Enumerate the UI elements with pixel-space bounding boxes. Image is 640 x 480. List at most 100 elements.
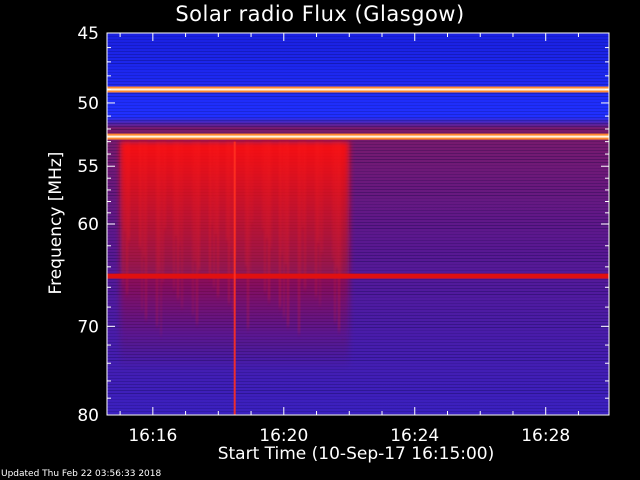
spectrogram-stripe [107, 153, 609, 154]
burst-filament [228, 141, 231, 304]
spectrogram-stripe [107, 306, 609, 307]
spectrogram-stripe [107, 330, 609, 331]
spectrogram-stripe [107, 225, 609, 226]
spectrogram-stripe [107, 174, 609, 175]
burst-filament [270, 141, 273, 248]
burst-filament [173, 141, 176, 290]
burst-filament [268, 141, 271, 301]
burst-filament [143, 141, 146, 257]
spectrogram-stripe [107, 402, 609, 403]
burst-filament [300, 141, 303, 280]
spectrogram-stripe [107, 267, 609, 268]
spectrogram-stripe [107, 210, 609, 211]
spectrogram-stripe [107, 183, 609, 184]
burst-filament [264, 141, 267, 292]
burst-filament [179, 141, 182, 246]
spectrogram-stripe [107, 207, 609, 208]
spectrogram-stripe [107, 123, 609, 124]
spectrogram-stripe [107, 144, 609, 145]
spectrogram-stripe [107, 99, 609, 100]
burst-filament [120, 141, 123, 223]
spectrogram-stripe [107, 165, 609, 166]
burst-filament [251, 141, 254, 223]
burst-filament [124, 141, 127, 232]
spectrogram-stripe [107, 363, 609, 364]
burst-filament [230, 141, 233, 250]
spectrogram-stripe [107, 261, 609, 262]
spectrogram-stripe [107, 192, 609, 193]
spectrogram-stripe [107, 312, 609, 313]
burst-filament [317, 141, 320, 244]
spectrogram-stripe [107, 180, 609, 181]
burst-filament [266, 141, 269, 239]
burst-filament [338, 141, 341, 331]
burst-filament [162, 141, 165, 283]
spectrogram-stripe [107, 303, 609, 304]
spectrogram-stripe [107, 291, 609, 292]
spectrogram-stripe [107, 264, 609, 265]
burst-filament [145, 141, 148, 320]
vertical-spike [233, 141, 236, 416]
burst-filament [139, 141, 142, 248]
y-tick-label: 50 [77, 94, 99, 114]
spectrogram-stripe [107, 273, 609, 274]
spectrogram-stripe [107, 108, 609, 109]
spectrogram-stripe [107, 297, 609, 298]
burst-filament [126, 141, 129, 294]
burst-filament [213, 141, 216, 287]
spectrogram-stripe [107, 285, 609, 286]
spectrogram-stripe [107, 156, 609, 157]
spectrogram-stripe [107, 93, 609, 94]
spectrogram-stripe [107, 351, 609, 352]
spectrogram-stripe [107, 141, 609, 142]
spectrogram-stripe [107, 309, 609, 310]
spectrogram-stripe [107, 246, 609, 247]
spectrogram-stripe [107, 321, 609, 322]
burst-filament [181, 141, 184, 308]
burst-filament [164, 141, 167, 230]
burst-filament [211, 141, 214, 225]
burst-filament [160, 141, 163, 336]
spectrogram-stripe [107, 96, 609, 97]
spectrogram-stripe [107, 243, 609, 244]
spectrogram-stripe [107, 213, 609, 214]
spectrogram-stripe [107, 366, 609, 367]
burst-filament [332, 141, 335, 260]
burst-filament [334, 141, 337, 322]
spectrogram-stripe [107, 186, 609, 187]
spectrogram-stripe [107, 147, 609, 148]
burst-filament [245, 141, 248, 267]
spectrogram-stripe [107, 177, 609, 178]
spectrogram-stripe [107, 381, 609, 382]
spectrogram-stripe [107, 162, 609, 163]
spectrogram-stripe [107, 375, 609, 376]
burst-filament [281, 141, 284, 255]
spectrogram-stripe [107, 60, 609, 61]
spectrogram-stripe [107, 315, 609, 316]
spectrogram-stripe [107, 129, 609, 130]
spectrogram-stripe [107, 399, 609, 400]
spectrogram-stripe [107, 255, 609, 256]
spectrogram-stripe [107, 159, 609, 160]
spectrogram-plot-area [107, 33, 609, 416]
spectrogram-stripe [107, 279, 609, 280]
spectrogram-stripe [107, 126, 609, 127]
spectrogram-stripe [107, 408, 609, 409]
interference-band-core [107, 88, 609, 91]
burst-filament [304, 141, 307, 290]
burst-filament [217, 141, 220, 297]
burst-filament [209, 141, 212, 278]
y-tick-label: 55 [77, 157, 99, 177]
spectrogram-stripe [107, 51, 609, 52]
spectrogram-stripe [107, 195, 609, 196]
spectrogram-stripe [107, 378, 609, 379]
spectrogram-stripe [107, 69, 609, 70]
burst-filament [321, 141, 324, 253]
spectrogram-stripe [107, 396, 609, 397]
burst-filament [336, 141, 339, 269]
spectrogram-stripe [107, 369, 609, 370]
burst-filament [315, 141, 318, 297]
spectrogram-stripe [107, 294, 609, 295]
burst-filament [194, 141, 197, 262]
spectrogram-stripe [107, 102, 609, 103]
